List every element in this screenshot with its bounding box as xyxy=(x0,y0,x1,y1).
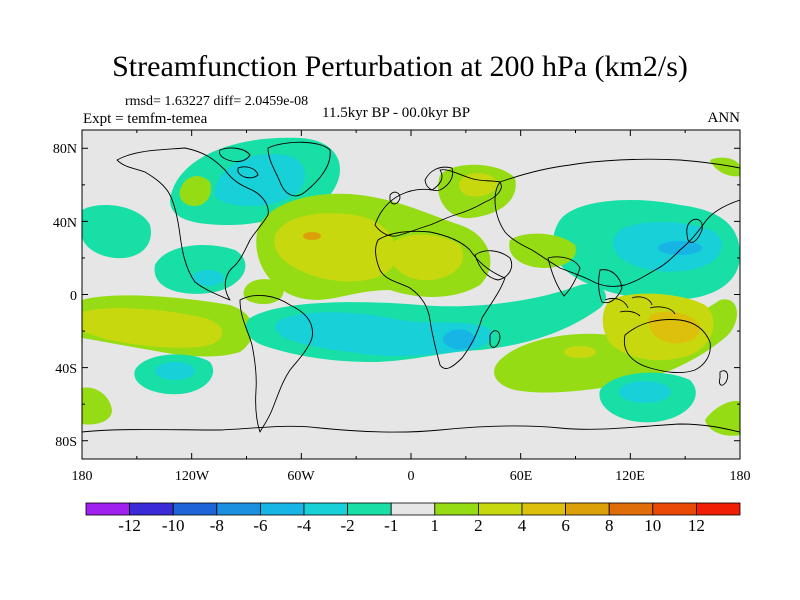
coast-canadian-archipelago xyxy=(219,147,259,179)
colorbar-label: 2 xyxy=(474,516,483,535)
colorbar-swatch xyxy=(434,502,479,516)
lat-label: 40S xyxy=(55,362,77,377)
colorbar-swatch xyxy=(172,502,218,516)
field-tropical-low-core xyxy=(275,312,493,357)
coast-britain xyxy=(389,191,401,205)
field-siberia-inner xyxy=(459,173,498,197)
colorbar-label: 1 xyxy=(431,516,440,535)
field-indian-ocean-max xyxy=(564,346,596,358)
colorbar-label: 12 xyxy=(688,516,705,535)
colorbar-swatch xyxy=(347,502,392,516)
colorbar-label: 8 xyxy=(605,516,614,535)
colorbar-swatch xyxy=(259,502,305,516)
colorbar-label: -1 xyxy=(384,516,398,535)
lat-label: 80S xyxy=(55,435,77,450)
axis-ticks xyxy=(81,130,741,459)
page-title: Streamfunction Perturbation at 200 hPa (… xyxy=(112,50,688,83)
lat-label: 40N xyxy=(53,216,77,231)
field-southwest-ridge xyxy=(82,387,112,425)
coast-greenland xyxy=(267,141,331,197)
lon-label: 120E xyxy=(615,469,645,484)
coast-north-america xyxy=(116,147,269,301)
field-south-pacific-core xyxy=(155,362,195,380)
field-ne-pacific-low xyxy=(82,205,151,259)
colorbar-swatch xyxy=(608,502,654,516)
colorbar-label: -12 xyxy=(118,516,141,535)
colorbar-label: -2 xyxy=(341,516,355,535)
latitude-axis: 80N 40N 0 40S 80S xyxy=(53,142,77,450)
coast-japan xyxy=(686,218,703,243)
colorbar-label: -8 xyxy=(210,516,224,535)
colorbar-swatch xyxy=(303,502,348,516)
coast-arabia xyxy=(474,250,513,281)
coast-india xyxy=(547,256,581,297)
colorbar-label: -10 xyxy=(162,516,185,535)
coastlines xyxy=(82,141,740,433)
lon-label: 60W xyxy=(287,469,315,484)
lon-label: 0 xyxy=(408,469,415,484)
colorbar-swatch xyxy=(521,502,566,516)
lon-label: 120W xyxy=(175,469,210,484)
coast-new-zealand xyxy=(719,370,729,386)
colorbar xyxy=(85,502,741,516)
coast-indochina xyxy=(598,269,623,304)
coast-scandinavia xyxy=(424,166,454,191)
lon-label: 60E xyxy=(510,469,533,484)
field-central-pacific-inner xyxy=(82,308,223,348)
field-east-asia-ridge xyxy=(710,157,740,177)
coast-south-america xyxy=(239,294,313,433)
field-greenland-core xyxy=(214,154,305,207)
colorbar-label: 6 xyxy=(561,516,570,535)
colorbar-labels: -12 -10 -8 -6 -4 -2 -1 1 2 4 6 8 10 12 xyxy=(118,516,705,535)
colorbar-swatch xyxy=(696,502,741,516)
coast-africa xyxy=(375,230,506,369)
rmsd-stats: rmsd= 1.63227 diff= 2.0459e-08 xyxy=(125,94,309,109)
field-arabia-ridge xyxy=(509,233,576,268)
colorbar-label: 10 xyxy=(644,516,661,535)
lat-label: 80N xyxy=(53,142,77,157)
coast-maritime-continent xyxy=(604,296,676,317)
colorbar-swatch xyxy=(129,502,174,516)
lat-label: 0 xyxy=(70,289,77,304)
colorbar-label: -6 xyxy=(253,516,267,535)
field-atlantic-max xyxy=(303,232,321,240)
map-field xyxy=(82,130,740,459)
season-label: ANN xyxy=(707,110,741,126)
colorbar-swatch xyxy=(652,502,697,516)
colorbar-swatch xyxy=(85,502,130,516)
lon-label: 180 xyxy=(730,469,751,484)
colorbar-swatch xyxy=(565,502,610,516)
coast-asia xyxy=(494,158,740,287)
colorbar-swatch xyxy=(477,502,523,516)
longitude-axis: 180 120W 60W 0 60E 120E 180 xyxy=(72,469,751,484)
field-north-africa xyxy=(389,234,464,281)
coast-madagascar xyxy=(489,330,501,348)
lon-label: 180 xyxy=(72,469,93,484)
field-us-west-ridge xyxy=(179,176,211,206)
field-west-pacific-min xyxy=(658,241,702,255)
field-east-pacific-core xyxy=(192,270,224,286)
field-southern-ocean-core xyxy=(619,381,671,403)
experiment-label: Expt = temfm-temea xyxy=(83,111,208,127)
field-atlantic-ridge-inner xyxy=(274,213,396,282)
colorbar-label: 4 xyxy=(518,516,527,535)
period-label: 11.5kyr BP - 00.0kyr BP xyxy=(322,105,471,121)
coast-antarctica xyxy=(82,423,740,433)
colorbar-swatch xyxy=(216,502,261,516)
colorbar-label: -4 xyxy=(297,516,312,535)
field-east-pacific-low xyxy=(154,245,246,294)
colorbar-swatch xyxy=(390,502,436,516)
coast-australia xyxy=(623,319,711,374)
field-south-atlantic-core xyxy=(442,329,475,350)
